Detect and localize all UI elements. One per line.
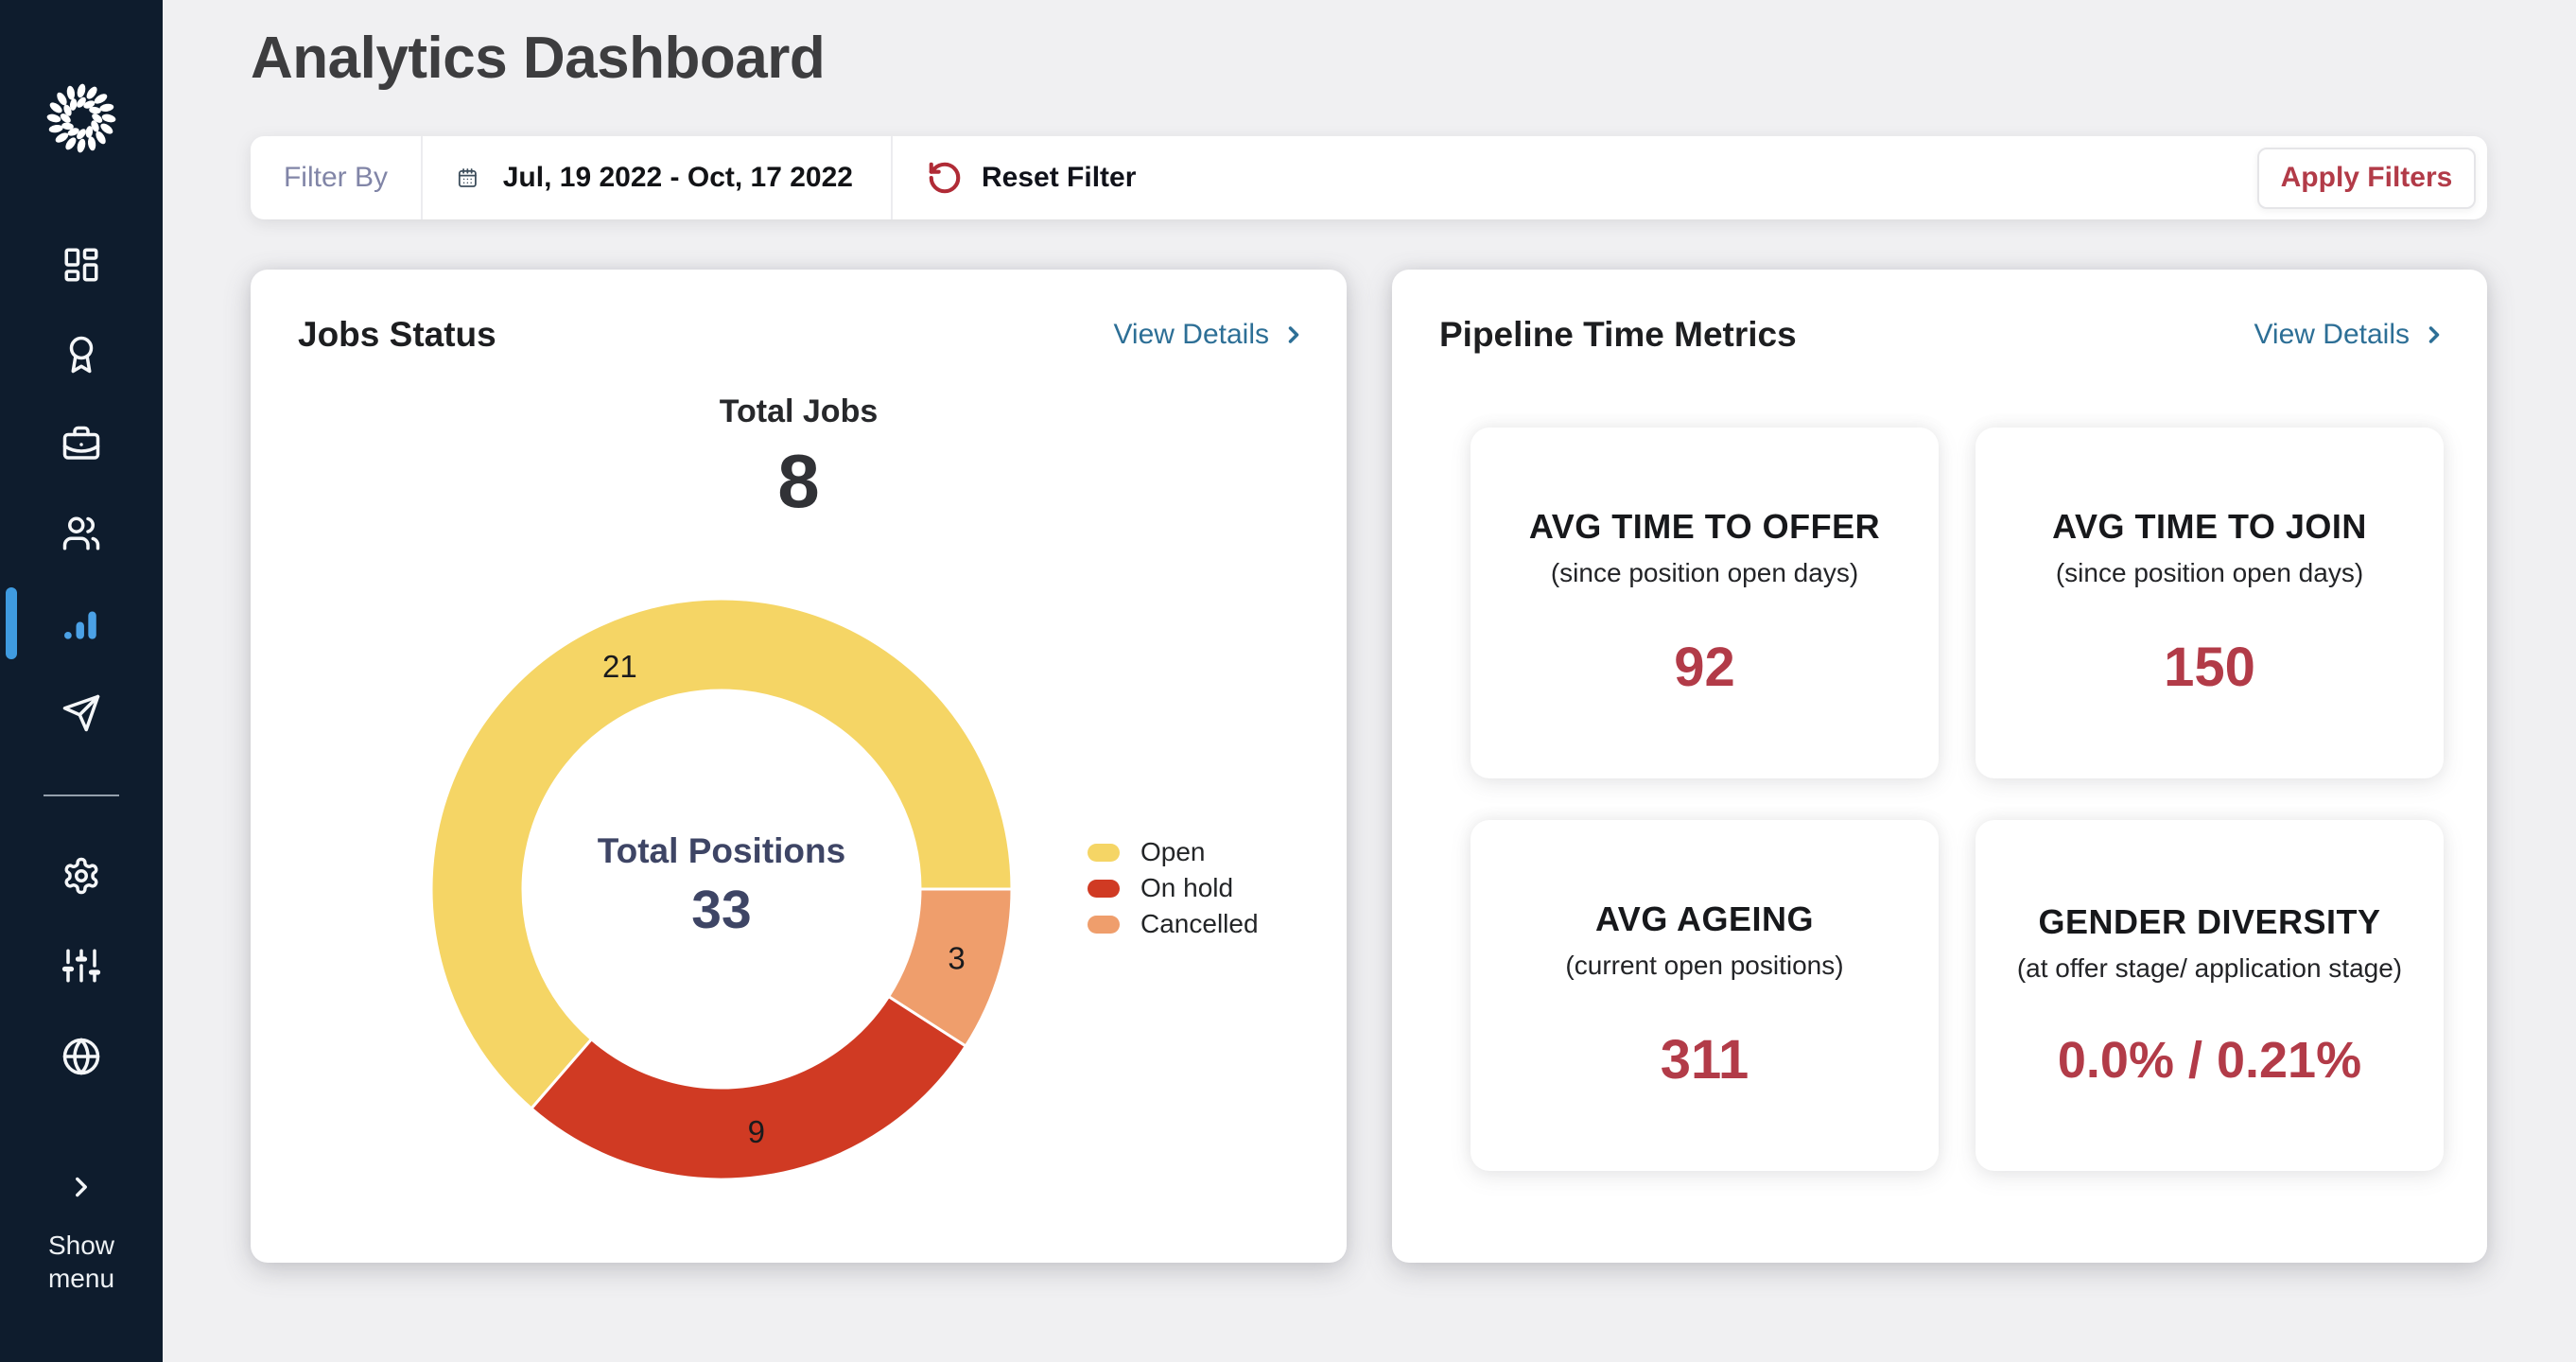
legend-item-open[interactable]: Open — [1088, 837, 1259, 866]
globe-icon — [62, 1038, 100, 1075]
metric-value: 92 — [1674, 637, 1735, 698]
gear-icon — [64, 857, 98, 895]
chevron-right-icon — [1288, 326, 1299, 343]
metric-subtitle: (since position open days) — [1550, 558, 1859, 587]
sliders-icon — [61, 949, 101, 983]
sidebar-item-dashboard[interactable] — [0, 235, 163, 295]
jobs-status-title: Jobs Status — [298, 315, 496, 354]
reset-filter-button[interactable]: Reset Filter — [893, 160, 1136, 196]
sidebar: Show menu — [0, 0, 163, 1362]
metric-subtitle: (at offer stage/ application stage) — [2016, 952, 2403, 983]
chevron-right-icon — [2428, 326, 2440, 343]
metric-value: 311 — [1660, 1029, 1749, 1091]
show-menu-label: Show menu — [47, 1231, 115, 1293]
users-icon — [62, 516, 100, 550]
filter-by-label: Filter By — [283, 162, 388, 193]
date-range-picker[interactable]: Jul, 19 2022 - Oct, 17 2022 — [423, 155, 891, 201]
apply-filters-button[interactable]: Apply Filters — [2257, 147, 2476, 209]
sidebar-item-campaigns[interactable] — [0, 683, 163, 743]
metric-title: AVG AGEING — [1594, 899, 1815, 938]
total-positions-label: Total Positions — [597, 831, 846, 870]
donut-legend: Open On hold Cancelled — [1088, 837, 1259, 938]
metric-subtitle: (current open positions) — [1565, 951, 1844, 980]
page-title: Analytics Dashboard — [251, 26, 826, 91]
metric-title: AVG TIME TO OFFER — [1528, 507, 1881, 546]
calendar-icon — [458, 168, 477, 187]
pipeline-title: Pipeline Time Metrics — [1439, 315, 1797, 354]
award-icon — [69, 336, 94, 374]
metric-card-gender-diversity: GENDER DIVERSITY (at offer stage/ applic… — [1976, 820, 2444, 1171]
sidebar-item-language[interactable] — [0, 1026, 163, 1087]
metric-title: GENDER DIVERSITY — [2038, 901, 2381, 941]
send-icon — [62, 694, 100, 732]
reset-filter-label: Reset Filter — [982, 162, 1137, 193]
metric-card-avg-time-to-join: AVG TIME TO JOIN (since position open da… — [1976, 428, 2444, 778]
metric-subtitle: (since position open days) — [2055, 558, 2364, 587]
donut-center-text: Total Positions 33 — [523, 829, 920, 943]
bar-chart-icon — [64, 611, 96, 639]
filter-bar-divider — [891, 136, 893, 219]
donut-segment-label: 21 — [602, 649, 637, 684]
legend-swatch — [1088, 843, 1120, 862]
donut-segment-open[interactable] — [429, 597, 1014, 1110]
metric-value: 150 — [2164, 637, 2255, 698]
chevron-right-icon — [76, 1177, 87, 1197]
donut-segment-on-hold[interactable] — [530, 995, 967, 1181]
donut-segment-label: 3 — [948, 940, 965, 975]
total-jobs-value: 8 — [777, 439, 820, 523]
sidebar-item-awards[interactable] — [0, 324, 163, 385]
legend-label: On hold — [1140, 873, 1234, 902]
metric-value: 0.0% / 0.21% — [2057, 1031, 2362, 1089]
pipeline-view-details-link[interactable]: View Details — [2254, 319, 2447, 351]
legend-item-cancelled[interactable]: Cancelled — [1088, 909, 1259, 938]
legend-label: Open — [1140, 837, 1206, 866]
legend-swatch — [1088, 879, 1120, 898]
donut-segment-label: 9 — [748, 1114, 765, 1149]
app-logo[interactable] — [40, 77, 123, 160]
sidebar-item-candidates[interactable] — [0, 503, 163, 564]
date-range-value: Jul, 19 2022 - Oct, 17 2022 — [502, 162, 853, 193]
filter-bar-divider — [421, 136, 423, 219]
jobs-status-view-details-link[interactable]: View Details — [1113, 319, 1307, 351]
sidebar-item-preferences[interactable] — [0, 935, 163, 996]
total-jobs-label: Total Jobs — [719, 393, 879, 429]
sidebar-item-settings[interactable] — [0, 846, 163, 906]
metric-card-avg-time-to-offer: AVG TIME TO OFFER (since position open d… — [1471, 428, 1939, 778]
donut-segment-cancelled[interactable] — [887, 887, 1014, 1048]
metric-card-avg-ageing: AVG AGEING (current open positions) 311 — [1471, 820, 1939, 1171]
briefcase-icon — [62, 426, 100, 460]
pipeline-metrics-card: Pipeline Time Metrics View Details AVG T… — [1392, 270, 2487, 1263]
show-menu-button[interactable]: Show menu — [0, 1171, 163, 1295]
jobs-status-donut-chart: 21 9 3 — [429, 597, 1014, 1181]
flower-logo-icon — [46, 83, 116, 153]
active-item-indicator — [6, 587, 17, 659]
total-positions-value: 33 — [691, 880, 752, 940]
dashboard-grid-icon — [64, 248, 98, 282]
sidebar-item-jobs[interactable] — [0, 414, 163, 475]
metric-title: AVG TIME TO JOIN — [2052, 507, 2367, 546]
sidebar-divider — [44, 794, 119, 796]
jobs-status-card: Jobs Status View Details Total Jobs 8 21… — [251, 270, 1347, 1263]
reset-icon — [929, 162, 961, 194]
filter-bar: Filter By Jul, 19 2022 - Oct, 17 2022 Re… — [251, 136, 2487, 219]
legend-label: Cancelled — [1140, 909, 1259, 938]
sidebar-item-analytics[interactable] — [0, 587, 163, 659]
legend-item-on-hold[interactable]: On hold — [1088, 873, 1259, 902]
legend-swatch — [1088, 915, 1120, 934]
